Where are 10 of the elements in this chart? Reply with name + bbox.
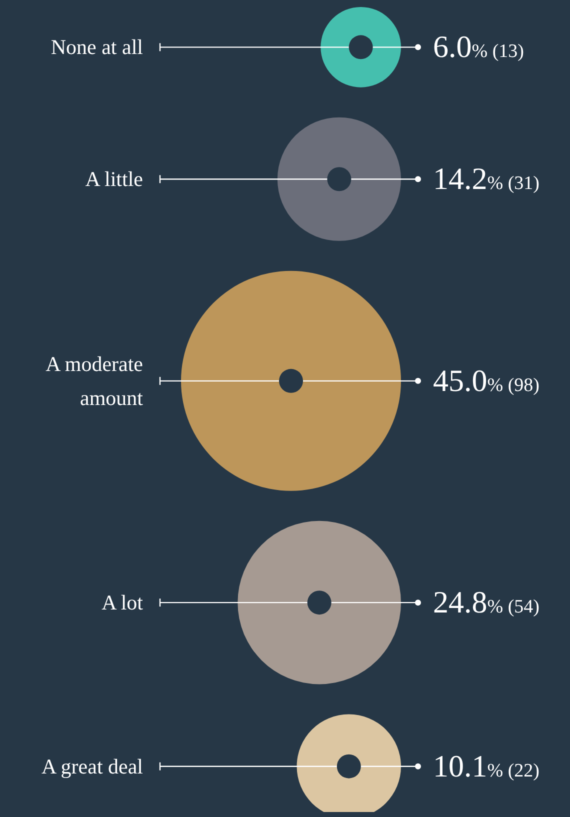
category-label: A great deal bbox=[42, 754, 144, 778]
category-label: A lot bbox=[102, 590, 144, 615]
data-label: 45.0% (98) bbox=[433, 362, 540, 398]
data-label: 14.2% (31) bbox=[433, 161, 540, 196]
category-label: A little bbox=[85, 167, 143, 192]
category-label: A moderate amount bbox=[46, 352, 144, 410]
data-label: 24.8% (54) bbox=[433, 584, 540, 620]
category-label: None at all bbox=[50, 35, 144, 60]
data-label: 6.0% (13) bbox=[433, 29, 524, 64]
data-label: 10.1% (22) bbox=[433, 748, 540, 784]
